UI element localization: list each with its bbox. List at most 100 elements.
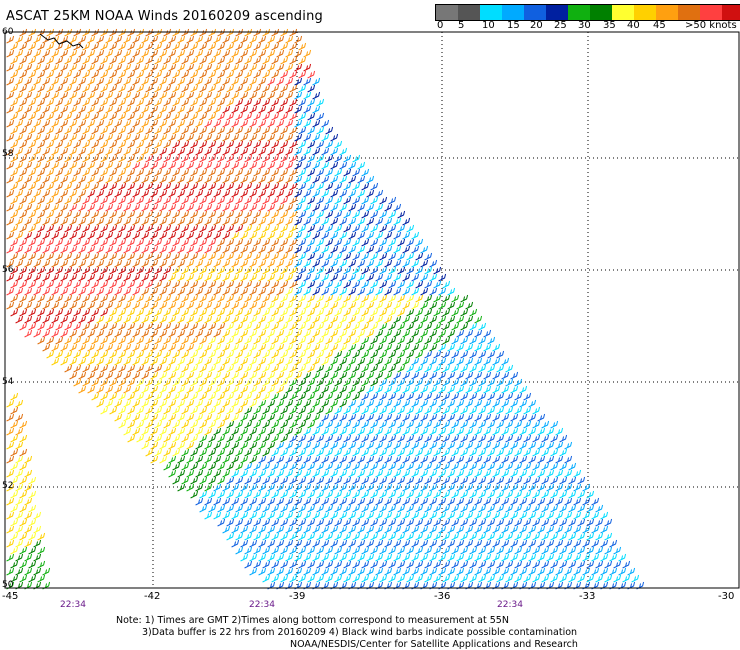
- wind-barb: [460, 364, 469, 373]
- wind-barb: [285, 35, 294, 44]
- wind-barb: [298, 532, 307, 541]
- pass-time-2: 22:34: [249, 600, 275, 610]
- wind-barb: [204, 455, 213, 464]
- wind-barb: [19, 434, 28, 443]
- wind-barb: [186, 49, 195, 58]
- wind-barb: [420, 399, 429, 408]
- wind-barb: [118, 154, 127, 163]
- wind-barb: [285, 259, 294, 268]
- wind-barb: [177, 343, 186, 352]
- wind-barb: [244, 350, 253, 359]
- wind-barb: [42, 567, 51, 576]
- wind-barb: [537, 427, 546, 436]
- wind-barb: [361, 462, 370, 471]
- wind-barb: [303, 63, 312, 72]
- wind-barb: [339, 343, 348, 352]
- wind-barb: [37, 56, 46, 65]
- wind-barb: [343, 546, 352, 555]
- wind-barb: [69, 245, 78, 254]
- wind-barb: [388, 448, 397, 457]
- wind-barb: [276, 35, 285, 44]
- wind-barb: [406, 518, 415, 527]
- wind-barb: [109, 168, 118, 177]
- wind-barb: [393, 511, 402, 520]
- wind-barb: [222, 357, 231, 366]
- wind-barb: [217, 490, 226, 499]
- wind-barb: [568, 476, 577, 485]
- wind-barb: [87, 245, 96, 254]
- wind-barb: [114, 63, 123, 72]
- wind-barb: [465, 539, 474, 548]
- scale-swatch-8: [612, 5, 634, 20]
- wind-barb: [24, 77, 33, 86]
- wind-barb: [42, 175, 51, 184]
- wind-barb: [28, 182, 37, 191]
- wind-barb: [177, 427, 186, 436]
- wind-barb: [280, 378, 289, 387]
- wind-barb: [280, 560, 289, 569]
- wind-barb: [307, 448, 316, 457]
- wind-barb: [226, 308, 235, 317]
- wind-barb: [379, 308, 388, 317]
- wind-barb: [609, 539, 618, 548]
- wind-barb: [321, 357, 330, 366]
- wind-barb: [325, 308, 334, 317]
- wind-barb: [325, 406, 334, 415]
- wind-barb: [186, 399, 195, 408]
- wind-barb: [325, 280, 334, 289]
- wind-barb: [226, 406, 235, 415]
- wind-barb: [523, 420, 532, 429]
- wind-barb: [123, 287, 132, 296]
- wind-barb: [280, 56, 289, 65]
- wind-barb: [55, 308, 64, 317]
- wind-barb: [100, 252, 109, 261]
- wind-barb: [267, 539, 276, 548]
- wind-barb: [271, 84, 280, 93]
- wind-barb: [487, 504, 496, 513]
- wind-barb: [357, 511, 366, 520]
- wind-barb: [145, 294, 154, 303]
- wind-barb: [271, 238, 280, 247]
- wind-barb: [442, 280, 451, 289]
- wind-barb: [195, 189, 204, 198]
- wind-barb: [375, 343, 384, 352]
- wind-barb: [15, 189, 24, 198]
- wind-barb: [469, 490, 478, 499]
- wind-barb: [339, 399, 348, 408]
- wind-barb: [523, 560, 532, 569]
- wind-barb: [352, 518, 361, 527]
- wind-barb: [411, 273, 420, 282]
- wind-barb: [393, 427, 402, 436]
- wind-barb: [519, 427, 528, 436]
- wind-barb: [55, 336, 64, 345]
- wind-barb: [267, 91, 276, 100]
- wind-barb: [271, 574, 280, 583]
- wind-barb: [172, 336, 181, 345]
- wind-barb: [285, 413, 294, 422]
- wind-barb: [330, 385, 339, 394]
- wind-barb: [186, 63, 195, 72]
- wind-barb: [123, 77, 132, 86]
- wind-barb: [55, 98, 64, 107]
- wind-barb: [186, 245, 195, 254]
- wind-barb: [217, 294, 226, 303]
- wind-barb: [258, 455, 267, 464]
- wind-barb: [451, 560, 460, 569]
- wind-barb: [276, 329, 285, 338]
- wind-barb: [582, 553, 591, 562]
- wind-barb: [280, 210, 289, 219]
- wind-barb: [276, 567, 285, 576]
- wind-barb: [118, 70, 127, 79]
- wind-barb: [123, 91, 132, 100]
- wind-barb: [150, 217, 159, 226]
- wind-barb: [69, 301, 78, 310]
- wind-barb: [334, 308, 343, 317]
- wind-barb: [312, 497, 321, 506]
- wind-barb: [15, 231, 24, 240]
- wind-barb: [447, 497, 456, 506]
- wind-barb: [501, 427, 510, 436]
- wind-barb: [226, 490, 235, 499]
- wind-barb: [393, 287, 402, 296]
- wind-barb: [316, 434, 325, 443]
- wind-barb: [294, 245, 303, 254]
